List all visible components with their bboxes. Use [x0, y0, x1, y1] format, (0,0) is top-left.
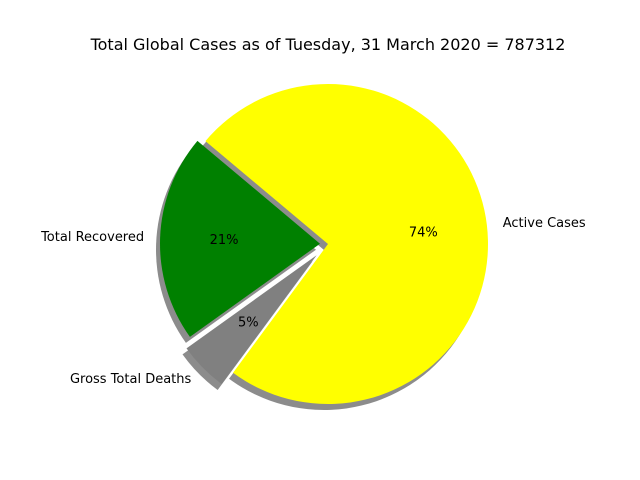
pie-slice-active-cases — [205, 83, 488, 405]
slice-percent-gross-total-deaths: 5% — [238, 316, 259, 331]
pie-slice-total-recovered — [160, 140, 321, 337]
chart-title: Total Global Cases as of Tuesday, 31 Mar… — [90, 35, 566, 54]
slice-label-total-recovered: Total Recovered — [40, 230, 144, 245]
pie-slice-gross-total-deaths — [186, 255, 317, 385]
slice-percent-total-recovered: 21% — [210, 233, 239, 248]
pie-label-layer: Active Cases 74% Gross Total Deaths 5% Total… — [40, 216, 586, 387]
slice-label-gross-total-deaths: Gross Total Deaths — [70, 372, 192, 387]
slice-percent-active-cases: 74% — [409, 226, 438, 241]
slice-label-active-cases: Active Cases — [503, 216, 586, 231]
pie-slice-layer — [160, 83, 488, 405]
